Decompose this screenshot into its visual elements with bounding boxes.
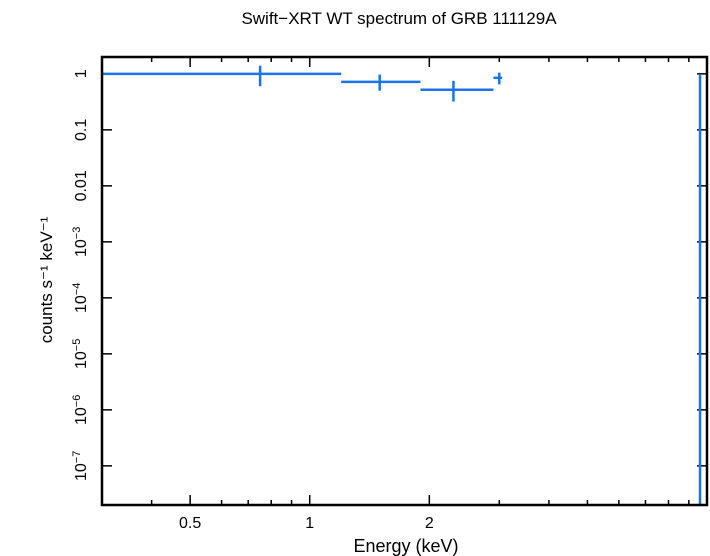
- data-point: [341, 74, 421, 91]
- x-axis-label: Energy (keV): [353, 536, 458, 556]
- plot-frame: [100, 55, 709, 507]
- data-points: [102, 65, 702, 505]
- y-tick-label: 10−7: [71, 451, 90, 481]
- data-point: [420, 80, 494, 102]
- x-tick-label: 2: [425, 515, 434, 532]
- y-axis-label: counts s⁻¹ keV⁻¹: [37, 216, 56, 343]
- y-tick-label: 10−4: [71, 283, 90, 313]
- axis-ticks: [101, 57, 708, 505]
- data-point: [102, 65, 342, 87]
- y-tick-label: 1: [73, 69, 90, 78]
- y-tick-label: 10−6: [71, 395, 90, 425]
- x-tick-label: 1: [305, 515, 314, 532]
- x-tick-label: 0.5: [179, 515, 201, 532]
- data-point: [493, 72, 503, 85]
- y-tick-label: 10−5: [71, 339, 90, 369]
- axis-tick-labels: 0.5 1 2 1 0.1 0.01 10−3 10−4 10−5 10−6 10−7: [71, 69, 434, 532]
- chart-title: Swift−XRT WT spectrum of GRB 111129A: [241, 9, 557, 28]
- y-tick-label: 0.01: [73, 170, 90, 201]
- y-tick-label: 0.1: [73, 119, 90, 141]
- y-tick-label: 10−3: [71, 227, 90, 257]
